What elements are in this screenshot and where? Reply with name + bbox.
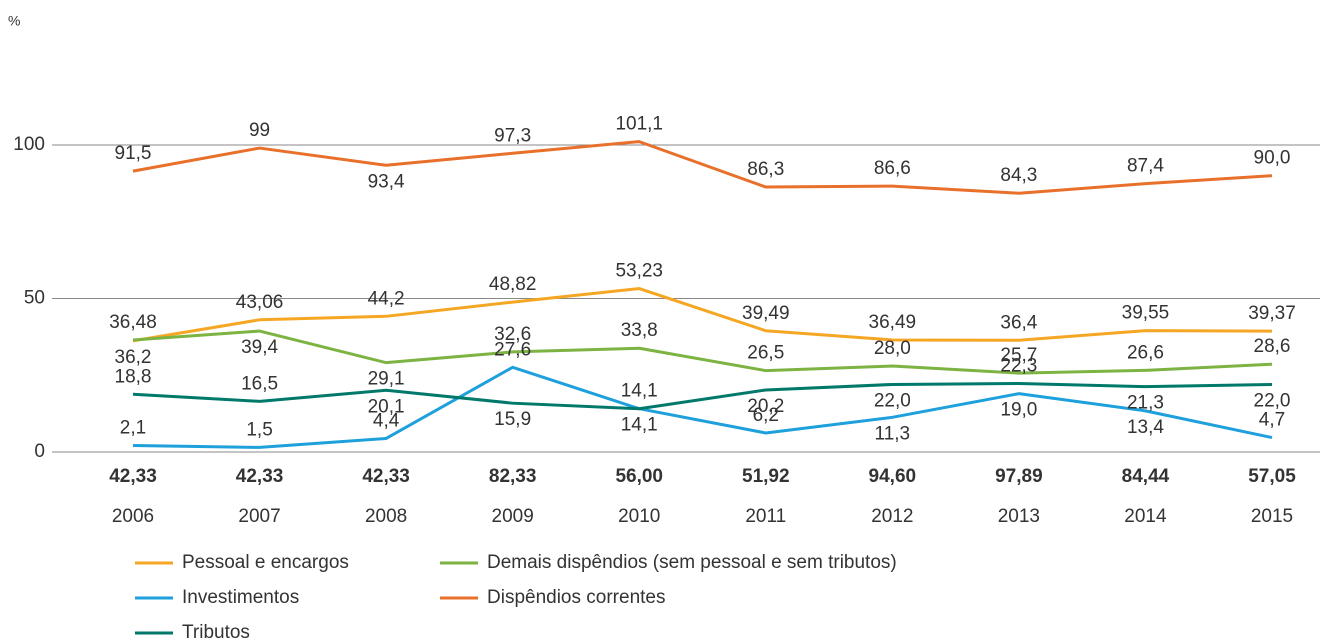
footer-label: 82,33 [489, 466, 537, 487]
data-label: 39,4 [241, 337, 278, 358]
data-label: 39,49 [742, 303, 790, 324]
footer-label: 42,33 [109, 466, 157, 487]
data-label: 48,82 [489, 274, 537, 295]
data-label: 27,6 [494, 339, 531, 360]
data-label: 91,5 [115, 143, 152, 164]
footer-label: 94,60 [869, 466, 917, 487]
x-tick-label: 2007 [238, 506, 280, 527]
data-label: 93,4 [368, 171, 405, 192]
data-label: 25,7 [1000, 345, 1037, 366]
data-label: 14,1 [621, 381, 658, 402]
data-label: 33,8 [621, 320, 658, 341]
legend-label: Tributos [182, 622, 250, 643]
data-label: 14,1 [621, 415, 658, 436]
data-label: 86,6 [874, 158, 911, 179]
data-label: 39,37 [1248, 303, 1296, 324]
data-label: 19,0 [1000, 400, 1037, 421]
data-label: 1,5 [246, 419, 272, 440]
legend-label: Pessoal e encargos [182, 552, 349, 573]
footer-label: 42,33 [236, 466, 284, 487]
data-label: 13,4 [1127, 417, 1164, 438]
data-label: 36,48 [109, 312, 157, 333]
x-tick-label: 2014 [1124, 506, 1167, 527]
data-label: 20,1 [368, 396, 405, 417]
data-label: 22,0 [1254, 390, 1291, 411]
x-tick-label: 2008 [365, 506, 407, 527]
series-line [132, 287, 1273, 343]
series-line [132, 140, 1273, 195]
data-label: 43,06 [236, 292, 284, 313]
legend-label: Demais dispêndios (sem pessoal e sem tri… [487, 552, 897, 573]
data-label: 101,1 [615, 114, 663, 135]
data-label: 6,2 [753, 405, 779, 426]
footer-label: 42,33 [362, 466, 410, 487]
x-tick-label: 2013 [998, 506, 1040, 527]
x-tick-label: 2010 [618, 506, 660, 527]
series-line [132, 365, 1273, 449]
data-label: 86,3 [747, 159, 784, 180]
data-label: 44,2 [368, 288, 405, 309]
y-tick-label: 100 [13, 134, 45, 155]
y-axis-label: % [8, 13, 20, 29]
data-label: 26,5 [747, 343, 784, 364]
x-tick-label: 2011 [745, 506, 786, 527]
footer-label: 84,44 [1122, 466, 1170, 487]
data-label: 87,4 [1127, 156, 1164, 177]
data-label: 22,0 [874, 390, 911, 411]
data-label: 36,49 [869, 312, 917, 333]
data-label: 15,9 [494, 409, 531, 430]
x-tick-label: 2006 [112, 506, 154, 527]
legend-label: Investimentos [182, 587, 299, 608]
series-line [132, 382, 1273, 411]
data-label: 28,6 [1254, 336, 1291, 357]
data-label: 90,0 [1254, 148, 1291, 169]
data-label: 28,0 [874, 338, 911, 359]
legend-label: Dispêndios correntes [487, 587, 665, 608]
data-label: 16,5 [241, 373, 278, 394]
data-label: 21,3 [1127, 393, 1164, 414]
data-label: 20,2 [747, 396, 784, 417]
footer-label: 57,05 [1248, 466, 1296, 487]
footer-label: 51,92 [742, 466, 790, 487]
data-label: 32,6 [494, 324, 531, 345]
series-line [132, 329, 1273, 375]
data-label: 22,3 [1000, 356, 1037, 377]
data-label: 11,3 [875, 423, 911, 444]
x-tick-label: 2009 [492, 506, 534, 527]
y-tick-label: 0 [34, 441, 45, 462]
data-label: 4,4 [373, 411, 400, 432]
footer-label: 97,89 [995, 466, 1043, 487]
data-label: 26,6 [1127, 342, 1164, 363]
y-tick-label: 50 [24, 288, 45, 309]
data-label: 2,1 [120, 418, 146, 439]
data-label: 97,3 [494, 125, 531, 146]
x-tick-label: 2012 [871, 506, 913, 527]
x-tick-label: 2015 [1251, 506, 1293, 527]
footer-label: 56,00 [615, 466, 663, 487]
data-label: 39,55 [1122, 303, 1170, 324]
data-label: 36,2 [115, 347, 152, 368]
data-label: 53,23 [615, 261, 663, 282]
data-label: 18,8 [115, 366, 152, 387]
data-label: 4,7 [1259, 410, 1285, 431]
data-label: 84,3 [1000, 165, 1037, 186]
data-label: 36,4 [1000, 312, 1037, 333]
data-label: 99 [249, 120, 270, 141]
data-label: 29,1 [368, 369, 405, 390]
